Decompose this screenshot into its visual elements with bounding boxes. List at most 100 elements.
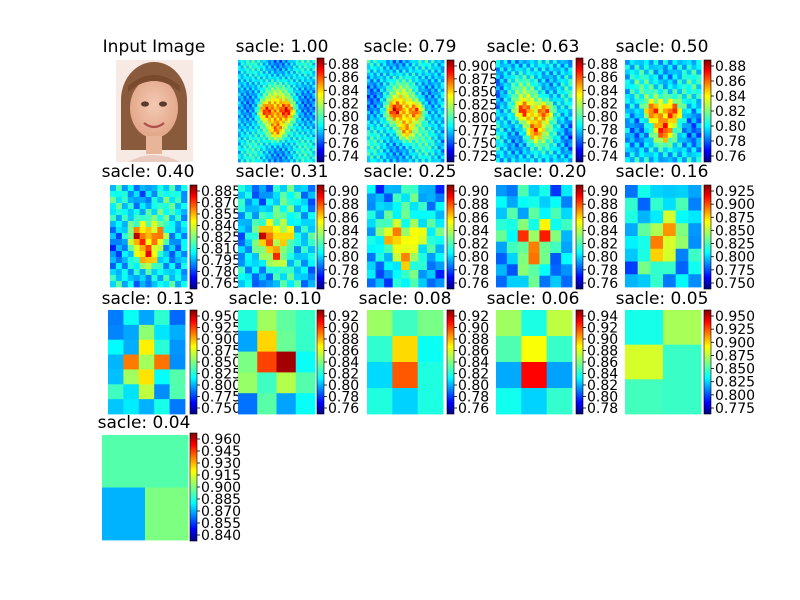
- colorbar-tick-label: 0.80: [328, 110, 359, 126]
- colorbar-tick-label: 0.855: [201, 207, 241, 223]
- scale-panel: sacle: 0.200.900.880.860.840.820.800.780…: [494, 162, 619, 292]
- scale-panel: sacle: 0.310.900.880.860.840.820.800.780…: [236, 162, 360, 292]
- scale-panel: sacle: 0.040.9600.9450.9300.9150.9000.88…: [98, 413, 241, 544]
- scale-panel: sacle: 0.400.8850.8700.8550.8400.8250.81…: [102, 162, 241, 292]
- input-image-panel: Input Image: [103, 37, 206, 162]
- heatmap-image: [102, 435, 189, 541]
- colorbar-tick-label: 0.825: [201, 367, 241, 383]
- colorbar: 0.920.900.880.860.840.820.800.780.76: [316, 309, 359, 417]
- colorbar-tick-label: 0.88: [587, 197, 618, 213]
- colorbar-tick-label: 0.86: [587, 355, 618, 371]
- colorbar-tick-label: 0.900: [201, 332, 241, 348]
- panel-title: sacle: 0.50: [616, 37, 709, 57]
- colorbar-tick-label: 0.90: [587, 332, 618, 348]
- colorbar-tick-label: 0.76: [587, 136, 618, 152]
- colorbar-tick-label: 0.750: [715, 276, 755, 292]
- colorbar-tick-label: 0.82: [587, 96, 618, 112]
- colorbar-tick-label: 0.80: [458, 378, 489, 394]
- colorbar-tick-label: 0.825: [715, 237, 755, 253]
- colorbar-tick-label: 0.84: [328, 355, 359, 371]
- heatmap-image: [496, 310, 573, 415]
- colorbar-tick-label: 0.78: [715, 134, 746, 150]
- panel-title: sacle: 0.16: [616, 162, 709, 182]
- colorbar-tick-label: 0.82: [328, 96, 359, 112]
- colorbar-tick-label: 0.960: [201, 432, 241, 448]
- colorbar-tick-label: 0.78: [328, 263, 359, 279]
- colorbar-tick-label: 0.86: [328, 210, 359, 226]
- colorbar-tick-label: 0.885: [201, 184, 241, 200]
- colorbar-tick-label: 0.900: [201, 480, 241, 496]
- colorbar-tick-label: 0.90: [458, 184, 489, 200]
- colorbar-tick-label: 0.94: [587, 309, 618, 325]
- heatmap-image: [367, 310, 444, 415]
- colorbar-tick-label: 0.80: [328, 378, 359, 394]
- colorbar-tick-label: 0.88: [458, 197, 489, 213]
- colorbar: 0.9500.9250.9000.8750.8500.8250.8000.775…: [189, 309, 241, 417]
- colorbar-tick-label: 0.84: [715, 89, 746, 105]
- colorbar: 0.880.860.840.820.800.780.760.74: [575, 57, 618, 165]
- colorbar-tick-label: 0.86: [715, 74, 746, 90]
- colorbar-tick-label: 0.800: [715, 250, 755, 266]
- colorbar: 0.9600.9450.9300.9150.9000.8850.8700.855…: [189, 432, 241, 544]
- colorbar-tick-label: 0.86: [328, 344, 359, 360]
- colorbar-tick-label: 0.900: [715, 335, 755, 351]
- colorbar-tick-label: 0.825: [201, 230, 241, 246]
- colorbar-tick-label: 0.86: [458, 210, 489, 226]
- colorbar-tick-label: 0.88: [587, 57, 618, 73]
- panel-title: sacle: 0.40: [102, 162, 195, 182]
- colorbar-tick-label: 0.750: [201, 401, 241, 417]
- colorbar: 0.920.900.880.860.840.820.800.780.76: [446, 309, 489, 417]
- heatmap-image: [238, 60, 316, 163]
- colorbar-tick-label: 0.90: [328, 321, 359, 337]
- colorbar-tick-label: 0.840: [201, 528, 241, 544]
- heatmap-image: [238, 310, 316, 415]
- colorbar: 0.880.860.840.820.800.780.760.74: [316, 57, 359, 165]
- colorbar-tick-label: 0.86: [587, 210, 618, 226]
- colorbar-tick-label: 0.885: [201, 492, 241, 508]
- colorbar-tick-label: 0.82: [328, 367, 359, 383]
- colorbar-tick-label: 0.825: [458, 98, 498, 114]
- input-image-title: Input Image: [103, 37, 206, 57]
- heatmap-image: [496, 60, 573, 163]
- colorbar-tick-label: 0.76: [458, 401, 489, 417]
- colorbar-tick-label: 0.78: [458, 263, 489, 279]
- colorbar: 0.900.880.860.840.820.800.780.76: [446, 184, 489, 292]
- scale-panel: sacle: 0.080.920.900.880.860.840.820.800…: [359, 289, 490, 417]
- colorbar-tick-label: 0.950: [715, 309, 755, 325]
- colorbar-tick-label: 0.82: [458, 237, 489, 253]
- colorbar-tick-label: 0.84: [328, 83, 359, 99]
- panel-title: sacle: 0.08: [359, 289, 452, 309]
- colorbar-tick-label: 0.780: [201, 265, 241, 281]
- scale-panel: sacle: 0.050.9500.9250.9000.8750.8500.82…: [616, 289, 755, 417]
- colorbar-tick-label: 0.925: [201, 321, 241, 337]
- scale-panel: sacle: 0.130.9500.9250.9000.8750.8500.82…: [102, 289, 241, 417]
- colorbar: 0.880.860.840.820.800.780.76: [703, 59, 746, 165]
- colorbar-tick-label: 0.84: [458, 355, 489, 371]
- panel-title: sacle: 0.31: [236, 162, 329, 182]
- colorbar-tick-label: 0.775: [458, 123, 498, 139]
- colorbar-tick-label: 0.800: [715, 388, 755, 404]
- colorbar-tick-label: 0.82: [328, 237, 359, 253]
- colorbar: 0.940.920.900.880.860.840.820.800.78: [575, 309, 618, 417]
- colorbar-tick-label: 0.80: [328, 250, 359, 266]
- colorbar: 0.8850.8700.8550.8400.8250.8100.7950.780…: [189, 184, 241, 292]
- colorbar-tick-label: 0.725: [458, 149, 498, 165]
- scale-panel: sacle: 0.100.920.900.880.860.840.820.800…: [229, 289, 360, 417]
- colorbar-tick-label: 0.78: [587, 401, 618, 417]
- scale-panel: sacle: 0.790.9000.8750.8500.8250.8000.77…: [364, 37, 498, 165]
- colorbar-tick-label: 0.92: [458, 309, 489, 325]
- colorbar-tick-label: 0.875: [715, 348, 755, 364]
- heatmap-image: [367, 185, 445, 288]
- colorbar-tick-label: 0.76: [328, 276, 359, 292]
- colorbar-tick-label: 0.90: [458, 321, 489, 337]
- colorbar-tick-label: 0.82: [715, 104, 746, 120]
- scale-panel: sacle: 0.160.9250.9000.8750.8500.8250.80…: [616, 162, 755, 292]
- colorbar-tick-label: 0.78: [328, 390, 359, 406]
- heatmap-image: [110, 185, 188, 288]
- colorbar-tick-label: 0.925: [715, 322, 755, 338]
- colorbar-tick-label: 0.84: [587, 367, 618, 383]
- panel-title: sacle: 0.25: [364, 162, 457, 182]
- colorbar: 0.900.880.860.840.820.800.780.76: [316, 184, 359, 292]
- heatmap-image: [625, 60, 702, 163]
